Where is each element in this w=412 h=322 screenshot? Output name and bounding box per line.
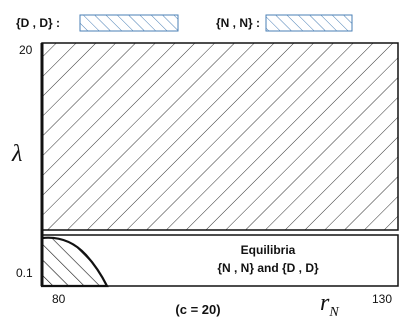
x-axis-label-main: r — [320, 290, 330, 316]
legend-label-dd: {D , D} : — [16, 16, 60, 30]
x-axis-label: rN — [320, 290, 339, 320]
x-tick-label-130: 130 — [372, 292, 392, 306]
legend: {D , D} : {N , N} : — [16, 14, 353, 32]
x-tick-label-80: 80 — [52, 292, 66, 306]
y-axis-label: λ — [11, 141, 22, 167]
legend-swatch-nn — [265, 14, 353, 32]
y-tick-label-0.1: 0.1 — [16, 266, 33, 280]
y-tick-label-20: 20 — [19, 43, 33, 57]
lower-left-hatched-region — [40, 236, 109, 288]
annotation-title: Equilibria — [241, 243, 296, 257]
parameter-note: (c = 20) — [175, 302, 220, 317]
x-axis-label-sub: N — [328, 305, 339, 320]
annotation-text: {N , N} and {D , D} — [217, 261, 319, 275]
legend-swatch-dd — [79, 14, 179, 32]
upper-hatched-region — [41, 42, 399, 231]
legend-label-nn: {N , N} : — [216, 16, 260, 30]
